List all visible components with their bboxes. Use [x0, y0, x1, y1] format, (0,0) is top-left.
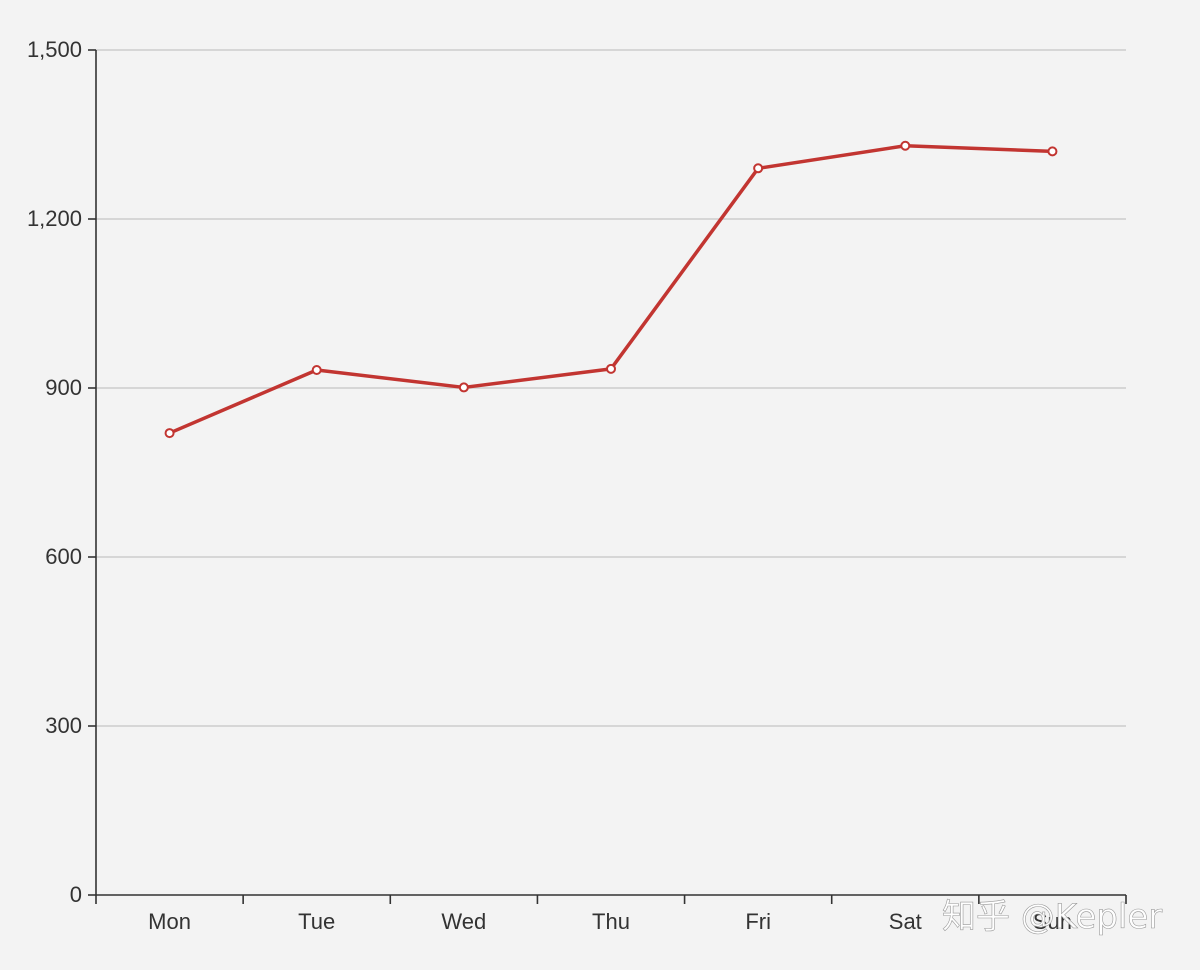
y-tick-label: 0 [70, 882, 82, 907]
y-tick-label: 300 [45, 713, 82, 738]
data-point [458, 382, 469, 393]
x-tick-label: Tue [298, 909, 335, 934]
x-axis-ticks: Mon Tue Wed Thu Fri Sat Sun [95, 895, 1127, 934]
data-point [311, 364, 322, 375]
watermark-text: 知乎 @Kepler [942, 897, 1162, 937]
x-tick-label: Thu [592, 909, 630, 934]
y-tick-label: 1,500 [27, 37, 82, 62]
x-tick-label: Sat [889, 909, 922, 934]
y-tick-label: 600 [45, 544, 82, 569]
data-point [753, 163, 764, 174]
x-tick-label: Sun [1033, 909, 1072, 934]
x-tick-label: Mon [148, 909, 191, 934]
data-point [900, 140, 911, 151]
x-tick-label: Fri [745, 909, 771, 934]
data-point [606, 363, 616, 374]
series-layer [164, 140, 1058, 439]
y-axis-ticks: 0 300 600 900 1,200 1,500 [27, 37, 96, 907]
y-tick-label: 1,200 [27, 206, 82, 231]
y-tick-label: 900 [45, 375, 82, 400]
axes [95, 50, 1126, 896]
x-tick-label: Wed [441, 909, 486, 934]
grid-lines [96, 49, 1126, 727]
data-point [164, 428, 175, 439]
series-line [168, 144, 1053, 435]
data-point [1047, 146, 1058, 157]
